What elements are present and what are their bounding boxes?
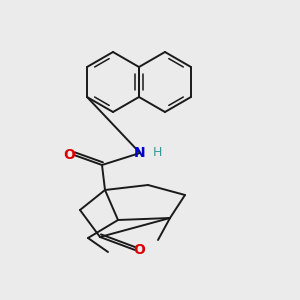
Text: N: N [134, 146, 146, 160]
Text: O: O [133, 243, 145, 257]
Text: H: H [152, 146, 162, 158]
Text: O: O [63, 148, 75, 162]
